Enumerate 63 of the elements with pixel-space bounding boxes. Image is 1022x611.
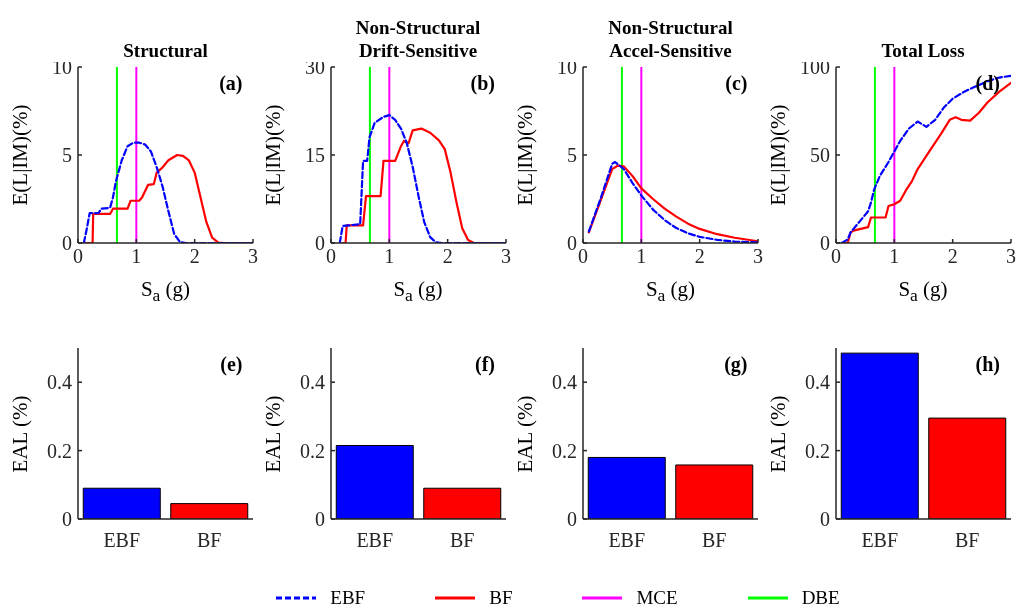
y-tick-label: 0.2: [804, 439, 830, 462]
annotation: (a): [219, 72, 243, 95]
x-axis-title: S$_{a}$ (g): [897, 277, 949, 307]
legend-label: EBF: [330, 587, 366, 609]
y-axis-title: EAL (%): [260, 395, 285, 472]
chart-title: Total Loss: [880, 39, 966, 62]
annotation: (c): [725, 72, 748, 95]
annotation: (h): [975, 353, 1000, 376]
annotation: (e): [220, 353, 243, 376]
x-tick-label: BF: [449, 529, 474, 552]
chart-title: Non-Structural Accel-Sensitive: [607, 16, 734, 62]
y-tick-label: 0: [567, 508, 577, 531]
x-tick-label: 2: [947, 245, 958, 268]
x-tick-label: EBF: [103, 529, 141, 552]
y-tick-label: 0.2: [299, 439, 325, 462]
x-tick-label: 1: [636, 245, 647, 268]
x-tick-label: 2: [442, 245, 453, 268]
x-tick-label: 3: [1005, 245, 1016, 268]
legend-label: DBE: [801, 587, 840, 609]
y-axis-title: EAL (%): [765, 395, 790, 472]
x-tick-label: 1: [131, 245, 142, 268]
y-tick-label: 0: [314, 508, 325, 531]
x-tick-label: 3: [500, 245, 511, 268]
y-tick-label: 0.4: [299, 371, 325, 394]
y-axis-title: EAL (%): [512, 395, 538, 472]
x-tick-label: EBF: [860, 529, 898, 552]
x-tick-label: 2: [189, 245, 200, 268]
x-tick-label: BF: [197, 529, 222, 552]
annotation: (b): [470, 72, 495, 95]
y-tick-label: 0.4: [804, 371, 830, 394]
y-axis-title: E(L|IM)(%): [260, 104, 285, 206]
y-tick-label: 0.4: [47, 371, 72, 394]
y-tick-label: 0.2: [552, 439, 577, 462]
y-tick-label: 0: [819, 508, 830, 531]
y-tick-label: 50: [809, 144, 830, 167]
y-tick-label: 5: [567, 144, 577, 167]
x-axis-title: S$_{a}$ (g): [644, 277, 697, 307]
x-tick-label: 1: [383, 245, 394, 268]
x-tick-label: BF: [954, 529, 979, 552]
y-axis-title: E(L|IM)(%): [7, 104, 33, 206]
x-tick-label: 3: [753, 245, 763, 268]
x-tick-label: 1: [888, 245, 899, 268]
annotation: (g): [724, 353, 748, 376]
x-tick-label: EBF: [608, 529, 646, 552]
y-tick-label: 5: [62, 144, 72, 167]
chart-title: Non-Structural Drift-Sensitive: [354, 16, 482, 62]
chart-title: Structural: [122, 39, 209, 62]
y-tick-label: 0.2: [47, 439, 72, 462]
y-axis-title: EAL (%): [7, 395, 33, 472]
y-tick-label: 0: [62, 508, 72, 531]
y-tick-label: 15: [304, 144, 325, 167]
x-tick-label: 3: [248, 245, 258, 268]
legend-label: BF: [489, 587, 513, 609]
y-axis-title: E(L|IM)(%): [512, 104, 538, 206]
x-axis-title: S$_{a}$ (g): [392, 277, 444, 307]
legend-label: MCE: [636, 587, 678, 609]
x-tick-label: EBF: [355, 529, 393, 552]
x-tick-label: 2: [694, 245, 705, 268]
x-axis-title: S$_{a}$ (g): [139, 277, 192, 307]
x-tick-label: BF: [702, 529, 727, 552]
y-tick-label: 0.4: [552, 371, 577, 394]
y-axis-title: E(L|IM)(%): [765, 104, 790, 206]
annotation: (f): [475, 353, 495, 376]
